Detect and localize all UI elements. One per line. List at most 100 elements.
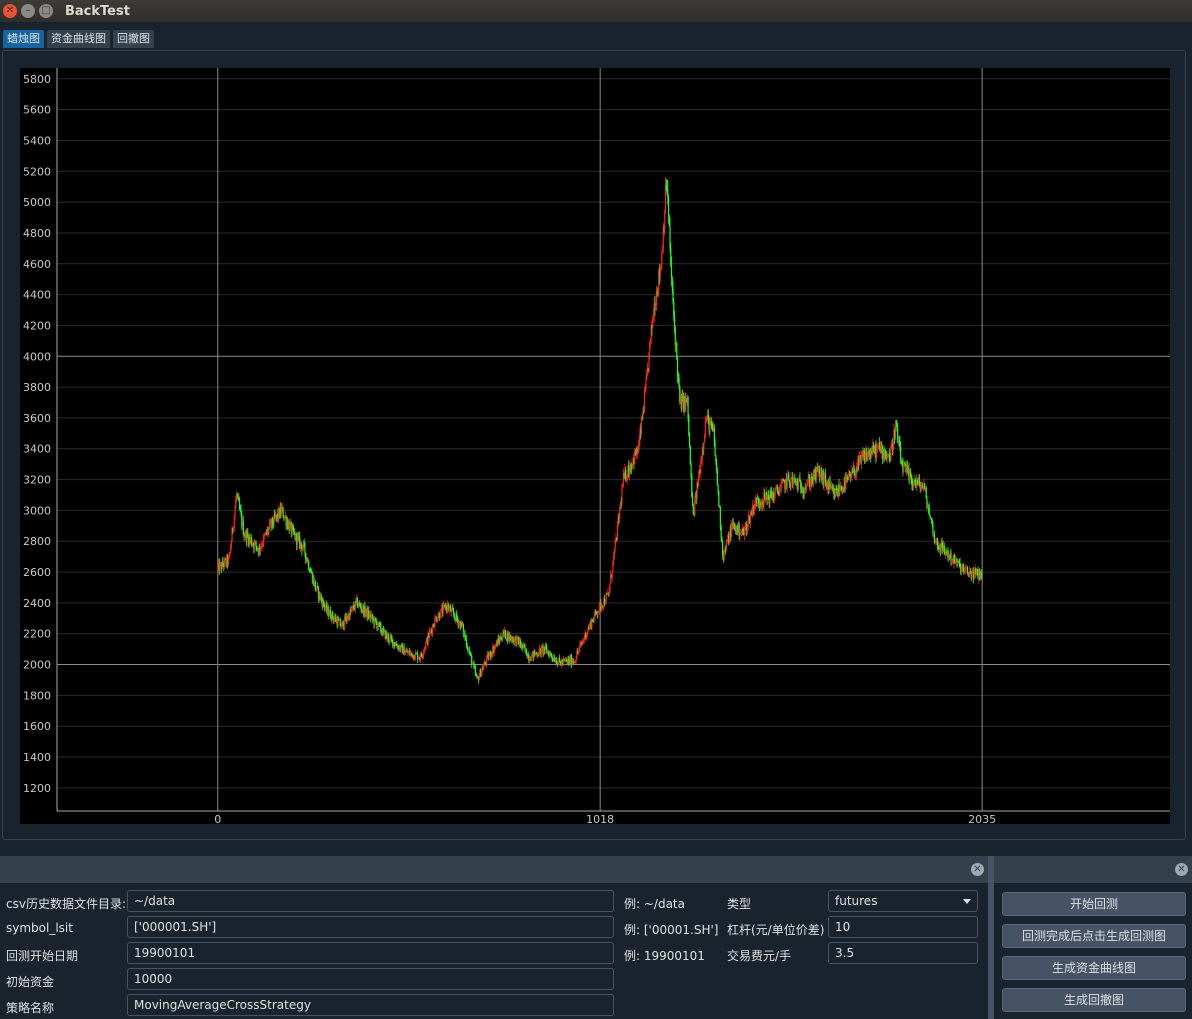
candle-up	[776, 486, 778, 488]
candle-down	[682, 396, 685, 411]
candle-down	[734, 524, 736, 531]
candle-down	[822, 470, 824, 485]
candle-up	[969, 570, 971, 574]
candle-up	[650, 325, 652, 339]
candle-up	[445, 606, 447, 611]
candle-up	[809, 483, 812, 487]
candlestick-chart[interactable]: 1200 1400 1600 1800 2000 2200 2400 2600 2800 3000…	[20, 68, 1170, 824]
candle-down	[785, 478, 788, 487]
candle-up	[244, 531, 247, 537]
candle-up	[725, 541, 727, 550]
candle-up	[374, 617, 376, 625]
candle-down	[768, 499, 770, 504]
candle-up	[821, 470, 824, 481]
candle-up	[262, 544, 264, 546]
candle-down	[250, 538, 253, 545]
candle-down	[247, 532, 249, 537]
candle-down	[888, 454, 891, 460]
candle-down	[841, 489, 843, 493]
candle-up	[543, 647, 545, 654]
csv-dir-input[interactable]: ~/data	[127, 890, 614, 912]
candle-up	[705, 420, 707, 422]
candle-down	[808, 477, 810, 479]
start-date-input[interactable]: 19900101	[127, 942, 614, 964]
candle-down	[562, 660, 564, 664]
candle-down	[249, 537, 251, 540]
candle-up	[279, 507, 281, 518]
candle-down	[374, 617, 377, 621]
candle-up	[621, 488, 623, 504]
candle-down	[711, 425, 713, 427]
candle-down	[297, 535, 299, 538]
candle-up	[644, 389, 646, 392]
window-minimize-icon[interactable]: –	[21, 4, 35, 18]
candle-up	[226, 555, 228, 565]
candle-down	[959, 562, 961, 567]
candle-down	[585, 632, 587, 639]
symbol-input[interactable]: ['000001.SH']	[127, 916, 614, 938]
candle-up	[609, 583, 611, 592]
candle-down	[469, 652, 471, 654]
candle-down	[525, 648, 528, 656]
start-backtest-button[interactable]: 开始回测	[1002, 892, 1186, 916]
candle-up	[710, 421, 712, 423]
tab-equity-curve[interactable]: 资金曲线图	[47, 30, 110, 48]
dock-close-icon[interactable]: ✕	[971, 863, 984, 876]
candle-down	[513, 639, 515, 643]
candle-down	[223, 565, 225, 567]
dock-splitter[interactable]	[0, 848, 1192, 854]
candle-up	[737, 523, 739, 533]
params-dock-header: ✕	[0, 857, 988, 883]
candle-up	[837, 484, 839, 497]
window-close-icon[interactable]: ✕	[3, 4, 17, 18]
dock-close-icon[interactable]: ✕	[1175, 863, 1188, 876]
candle-down	[697, 483, 699, 487]
candle-down	[342, 621, 344, 629]
candle-down	[685, 398, 688, 403]
chart-background	[20, 68, 1170, 824]
candle-up	[581, 642, 583, 644]
candle-down	[889, 459, 891, 462]
candle-down	[314, 581, 317, 590]
candle-up	[924, 487, 927, 489]
dock-vertical-splitter[interactable]	[988, 856, 994, 1019]
candle-down	[948, 554, 951, 558]
candle-down	[870, 453, 872, 457]
candle-up	[703, 442, 705, 449]
candle-down	[640, 429, 642, 434]
x-tick-label: 2035	[968, 813, 996, 824]
candle-down	[376, 623, 378, 629]
candle-up	[495, 645, 497, 647]
type-select[interactable]: futures	[828, 890, 978, 912]
fee-input[interactable]: 3.5	[828, 942, 978, 964]
candle-down	[749, 515, 751, 523]
tab-candlestick[interactable]: 蜡烛图	[3, 30, 44, 48]
candle-up	[488, 655, 490, 659]
candle-down	[507, 633, 509, 641]
capital-input[interactable]: 10000	[127, 968, 614, 990]
generate-backtest-chart-button[interactable]: 回测完成后点击生成回测图	[1002, 924, 1186, 948]
candle-up	[398, 646, 401, 650]
candle-down	[629, 468, 631, 471]
tab-drawdown[interactable]: 回撤图	[113, 30, 154, 48]
type-select-value: futures	[835, 894, 878, 908]
candle-down	[452, 608, 454, 611]
candle-down	[900, 461, 903, 464]
candle-up	[514, 637, 516, 639]
leverage-input[interactable]: 10	[828, 916, 978, 938]
symbol-label: symbol_lsit	[6, 921, 73, 935]
candle-down	[600, 602, 602, 610]
candle-down	[833, 488, 835, 494]
candle-down	[275, 514, 277, 517]
candle-down	[280, 507, 282, 514]
generate-drawdown-button[interactable]: 生成回撤图	[1002, 988, 1186, 1012]
candle-up	[734, 525, 736, 531]
candle-up	[754, 504, 756, 506]
candle-up	[797, 480, 800, 491]
generate-equity-curve-button[interactable]: 生成资金曲线图	[1002, 956, 1186, 980]
candle-down	[547, 651, 549, 654]
candle-down	[978, 571, 981, 581]
candle-up	[597, 612, 599, 615]
window-maximize-icon[interactable]: □	[39, 4, 53, 18]
strategy-input[interactable]: MovingAverageCrossStrategy	[127, 994, 614, 1016]
